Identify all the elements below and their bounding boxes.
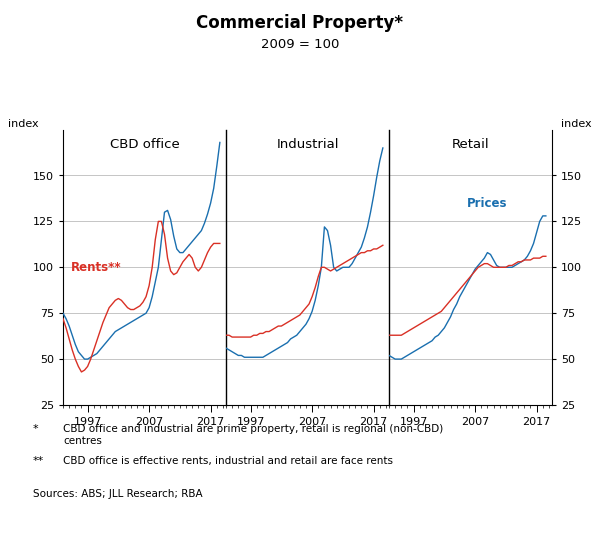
Text: Sources: ABS; JLL Research; RBA: Sources: ABS; JLL Research; RBA bbox=[33, 489, 203, 499]
Text: **: ** bbox=[33, 456, 44, 467]
Text: *: * bbox=[33, 424, 38, 434]
Text: Commercial Property*: Commercial Property* bbox=[197, 14, 404, 31]
Text: index: index bbox=[561, 118, 592, 129]
Text: CBD office: CBD office bbox=[110, 138, 179, 151]
Text: 2009 = 100: 2009 = 100 bbox=[261, 38, 339, 51]
Text: Industrial: Industrial bbox=[276, 138, 339, 151]
Text: Retail: Retail bbox=[452, 138, 490, 151]
Text: Prices: Prices bbox=[467, 198, 508, 211]
Text: CBD office and industrial are prime property, retail is regional (non-CBD)
centr: CBD office and industrial are prime prop… bbox=[63, 424, 443, 446]
Text: Rents**: Rents** bbox=[71, 261, 122, 274]
Text: index: index bbox=[8, 118, 39, 129]
Text: CBD office is effective rents, industrial and retail are face rents: CBD office is effective rents, industria… bbox=[63, 456, 393, 467]
